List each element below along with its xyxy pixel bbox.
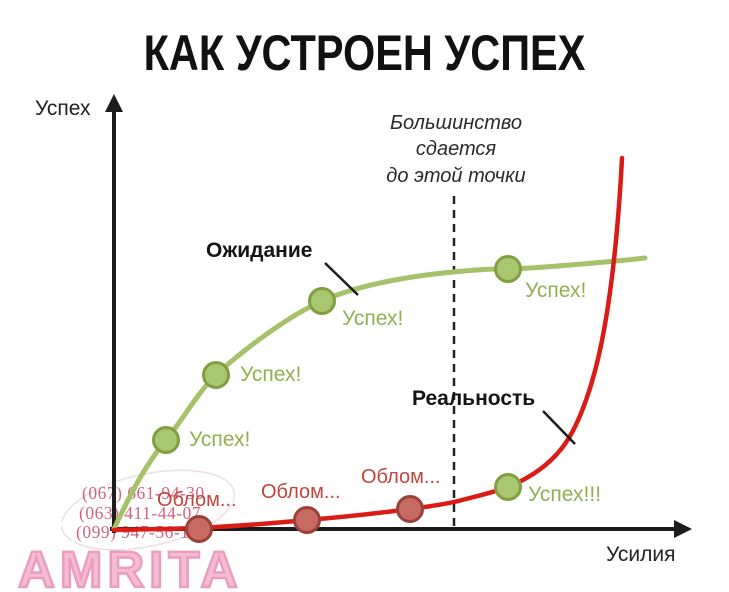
reality-label: Реальность — [412, 387, 536, 410]
success-dot — [494, 473, 522, 501]
watermark-phone-2: (063) 411-44-07 — [79, 503, 202, 523]
giveup-annotation-line-2: сдается — [415, 138, 497, 161]
page-title: КАК УСТРОЕН УСПЕХ — [143, 25, 586, 81]
reality-curve — [111, 155, 625, 533]
expectation-label: Ожидание — [206, 239, 313, 262]
success-dot — [152, 426, 180, 454]
success-dot — [308, 287, 336, 315]
fail-dot — [293, 506, 321, 534]
x-axis-arrow-icon — [674, 520, 692, 538]
watermark-brand: AMRITA — [17, 540, 243, 592]
expectation-curve — [111, 255, 648, 532]
fail-dot — [185, 515, 213, 543]
giveup-annotation: Большинство сдается до этой точки — [340, 110, 572, 189]
x-axis-label: Усилия — [606, 543, 676, 566]
reality-pointer-line — [542, 410, 576, 445]
success-dot — [202, 361, 230, 389]
giveup-annotation-line-3: до этой точки — [386, 164, 526, 187]
giveup-annotation-line-1: Большинство — [389, 112, 522, 134]
y-axis-arrow-icon — [105, 94, 123, 112]
expectation-pointer-line — [324, 262, 359, 296]
success-dot — [494, 255, 522, 283]
y-axis-label: Успех — [35, 97, 91, 120]
dot-layer — [152, 255, 522, 543]
fail-dot — [396, 495, 424, 523]
